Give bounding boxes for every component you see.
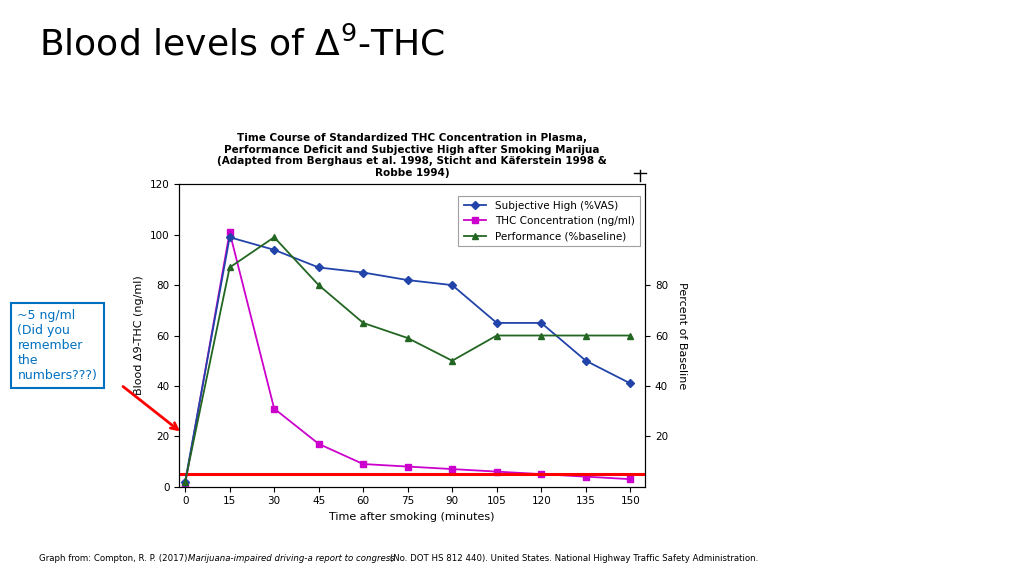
Y-axis label: Blood Δ9-THC (ng/ml): Blood Δ9-THC (ng/ml) xyxy=(134,276,144,395)
Text: (No. DOT HS 812 440). United States. National Highway Traffic Safety Administrat: (No. DOT HS 812 440). United States. Nat… xyxy=(387,554,759,563)
Legend: Subjective High (%VAS), THC Concentration (ng/ml), Performance (%baseline): Subjective High (%VAS), THC Concentratio… xyxy=(459,196,640,247)
Text: Blood levels of $\Delta^9$-THC: Blood levels of $\Delta^9$-THC xyxy=(39,26,444,62)
Text: Marijuana-impaired driving-a report to congress: Marijuana-impaired driving-a report to c… xyxy=(187,554,394,563)
Y-axis label: Percent of Baseline: Percent of Baseline xyxy=(678,282,687,389)
Text: Graph from: Compton, R. P. (2017).: Graph from: Compton, R. P. (2017). xyxy=(39,554,193,563)
X-axis label: Time after smoking (minutes): Time after smoking (minutes) xyxy=(330,512,495,522)
Title: Time Course of Standardized THC Concentration in Plasma,
Performance Deficit and: Time Course of Standardized THC Concentr… xyxy=(217,133,607,178)
Text: ~5 ng/ml
(Did you
remember
the
numbers???): ~5 ng/ml (Did you remember the numbers??… xyxy=(17,309,97,382)
